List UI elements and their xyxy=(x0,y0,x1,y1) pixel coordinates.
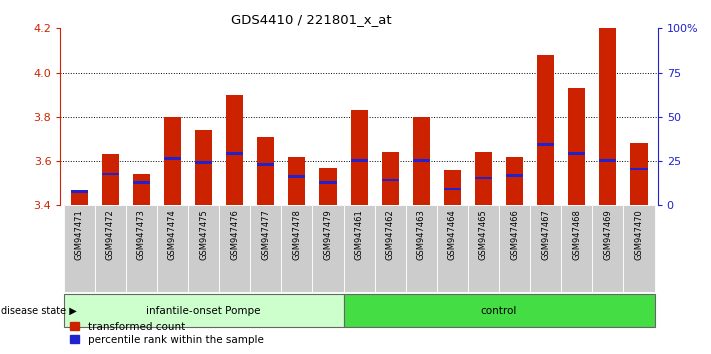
Text: GSM947469: GSM947469 xyxy=(604,209,612,259)
Text: GSM947473: GSM947473 xyxy=(137,209,146,260)
Bar xyxy=(319,181,336,184)
Bar xyxy=(70,192,87,205)
Text: GSM947466: GSM947466 xyxy=(510,209,519,260)
Text: GSM947478: GSM947478 xyxy=(292,209,301,260)
Text: GSM947462: GSM947462 xyxy=(385,209,395,259)
Text: infantile-onset Pompe: infantile-onset Pompe xyxy=(146,306,261,316)
Text: GSM947476: GSM947476 xyxy=(230,209,239,260)
Bar xyxy=(375,205,406,292)
Bar xyxy=(412,159,430,162)
Bar xyxy=(219,205,250,292)
Bar xyxy=(624,205,655,292)
Bar xyxy=(631,168,648,170)
Text: GSM947479: GSM947479 xyxy=(324,209,333,259)
Bar xyxy=(444,170,461,205)
Title: GDS4410 / 221801_x_at: GDS4410 / 221801_x_at xyxy=(231,13,392,26)
Bar xyxy=(133,181,150,184)
Legend: transformed count, percentile rank within the sample: transformed count, percentile rank withi… xyxy=(65,317,267,349)
Bar xyxy=(437,205,468,292)
Bar xyxy=(351,110,368,205)
Text: GSM947461: GSM947461 xyxy=(355,209,363,259)
Bar xyxy=(257,137,274,205)
Bar xyxy=(188,205,219,292)
Bar xyxy=(126,205,157,292)
Bar xyxy=(506,156,523,205)
Text: GSM947471: GSM947471 xyxy=(75,209,84,259)
Bar xyxy=(102,154,119,205)
Bar xyxy=(102,173,119,176)
Bar xyxy=(288,156,306,205)
Bar xyxy=(406,205,437,292)
Bar xyxy=(351,159,368,162)
Text: GSM947463: GSM947463 xyxy=(417,209,426,260)
Bar xyxy=(468,205,499,292)
Bar xyxy=(70,190,87,193)
Bar xyxy=(226,95,243,205)
Bar xyxy=(499,205,530,292)
Bar xyxy=(195,130,212,205)
Bar xyxy=(444,188,461,190)
Bar xyxy=(312,205,343,292)
Text: GSM947465: GSM947465 xyxy=(479,209,488,259)
Bar xyxy=(195,161,212,164)
Bar xyxy=(382,179,399,181)
Text: GSM947470: GSM947470 xyxy=(634,209,643,259)
Text: GSM947477: GSM947477 xyxy=(261,209,270,260)
Bar xyxy=(506,175,523,177)
Bar xyxy=(475,177,492,179)
Bar xyxy=(63,205,95,292)
Text: control: control xyxy=(481,306,517,316)
Bar xyxy=(599,159,616,162)
Bar xyxy=(343,294,655,327)
Bar xyxy=(568,152,585,155)
Bar xyxy=(412,117,430,205)
Bar xyxy=(164,157,181,160)
Text: GSM947472: GSM947472 xyxy=(106,209,114,259)
Bar xyxy=(133,174,150,205)
Bar xyxy=(561,205,592,292)
Bar xyxy=(63,294,343,327)
Bar xyxy=(631,143,648,205)
Bar xyxy=(530,205,561,292)
Bar xyxy=(282,205,312,292)
Bar xyxy=(599,28,616,205)
Text: GSM947468: GSM947468 xyxy=(572,209,582,260)
Bar xyxy=(592,205,624,292)
Bar xyxy=(568,88,585,205)
Bar xyxy=(257,163,274,166)
Bar xyxy=(382,152,399,205)
Text: GSM947467: GSM947467 xyxy=(541,209,550,260)
Bar xyxy=(157,205,188,292)
Bar xyxy=(475,152,492,205)
Bar xyxy=(537,143,555,146)
Bar xyxy=(319,168,336,205)
Bar xyxy=(226,152,243,155)
Text: GSM947464: GSM947464 xyxy=(448,209,457,259)
Bar xyxy=(250,205,282,292)
Bar xyxy=(95,205,126,292)
Bar xyxy=(343,205,375,292)
Text: disease state ▶: disease state ▶ xyxy=(1,306,77,316)
Text: GSM947474: GSM947474 xyxy=(168,209,177,259)
Bar xyxy=(288,175,306,178)
Text: GSM947475: GSM947475 xyxy=(199,209,208,259)
Bar xyxy=(164,117,181,205)
Bar xyxy=(537,55,555,205)
